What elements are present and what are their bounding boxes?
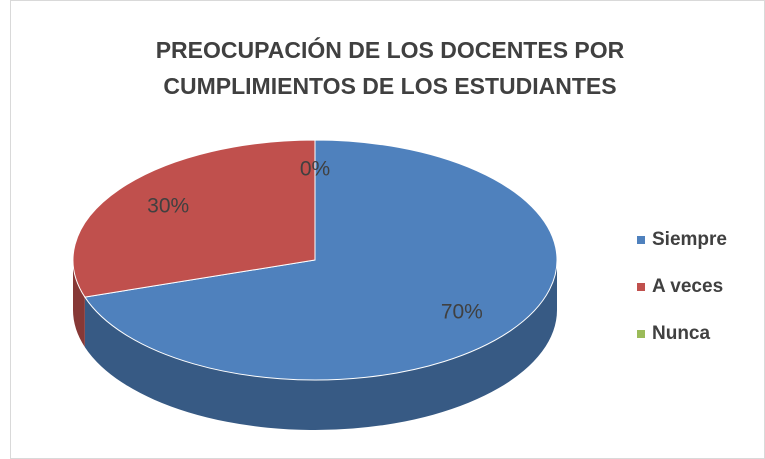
slice <box>72 139 316 298</box>
legend-label: Nunca <box>652 323 711 344</box>
slice-side <box>84 260 557 430</box>
slice <box>84 139 558 381</box>
legend-swatch <box>637 283 645 291</box>
legend-label: A veces <box>652 276 723 297</box>
legend-label: Siempre <box>652 229 727 250</box>
slice-side <box>73 260 85 348</box>
data-label: 70% <box>441 300 483 323</box>
legend-swatch <box>637 236 645 244</box>
legend-swatch <box>637 330 645 338</box>
chart-title: CUMPLIMIENTOS DE LOS ESTUDIANTES <box>163 73 616 99</box>
data-label: 30% <box>147 195 189 218</box>
chart-title: PREOCUPACIÓN DE LOS DOCENTES POR <box>156 36 625 63</box>
data-label: 0% <box>300 158 330 181</box>
